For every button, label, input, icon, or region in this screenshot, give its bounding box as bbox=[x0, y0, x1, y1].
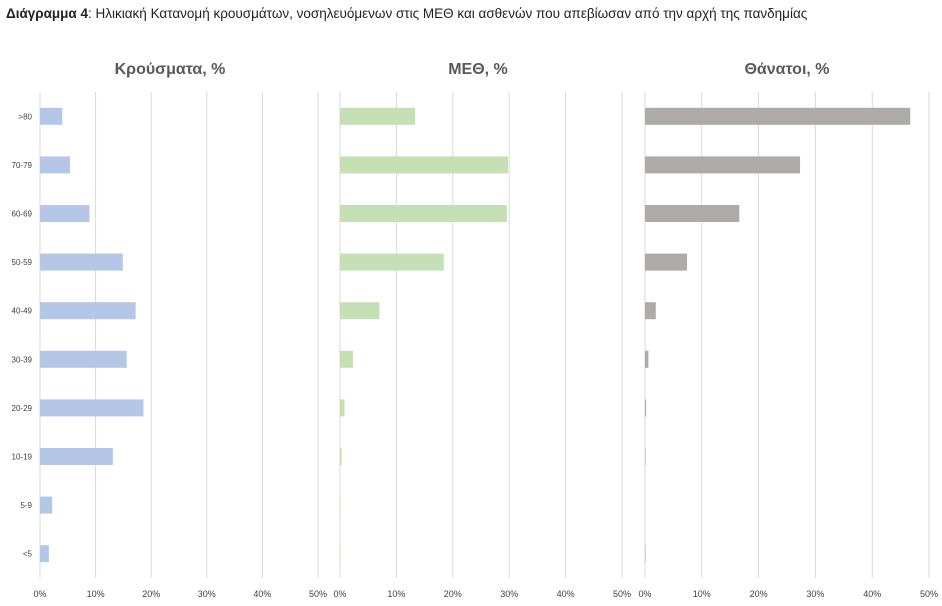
bar-p2-2 bbox=[340, 205, 507, 222]
x-tick-p1-0: 0% bbox=[33, 589, 46, 599]
bar-p1-3 bbox=[40, 253, 123, 271]
bar-p2-4 bbox=[340, 302, 380, 320]
bar-p2-9 bbox=[340, 545, 341, 563]
chart-caption: Διάγραμμα 4: Ηλικιακή Κατανομή κρουσμάτω… bbox=[6, 6, 807, 21]
panel-title-3: Θάνατοι, % bbox=[744, 61, 829, 78]
bar-p1-2 bbox=[40, 205, 90, 222]
category-label-3: 50-59 bbox=[12, 258, 33, 267]
x-tick-p2-1: 10% bbox=[387, 589, 405, 599]
category-label-6: 20-29 bbox=[12, 404, 33, 413]
bar-p3-7 bbox=[645, 448, 646, 465]
x-tick-p2-3: 30% bbox=[500, 589, 518, 599]
category-label-1: 70-79 bbox=[12, 161, 33, 170]
x-tick-p1-3: 30% bbox=[198, 589, 216, 599]
category-label-9: <5 bbox=[23, 550, 33, 559]
panel-title-2: ΜΕΘ, % bbox=[448, 61, 508, 78]
x-tick-p2-5: 50% bbox=[613, 589, 631, 599]
category-label-2: 60-69 bbox=[12, 210, 33, 219]
bar-p2-7 bbox=[340, 448, 342, 465]
x-tick-p1-4: 40% bbox=[253, 589, 271, 599]
bar-p1-9 bbox=[40, 545, 49, 563]
x-tick-p3-0: 0% bbox=[638, 589, 651, 599]
bar-p1-8 bbox=[40, 496, 53, 514]
category-label-0: >80 bbox=[18, 112, 32, 121]
x-tick-p3-1: 10% bbox=[693, 589, 711, 599]
bar-p1-5 bbox=[40, 350, 127, 368]
bar-p2-5 bbox=[340, 350, 353, 368]
bar-p2-1 bbox=[340, 156, 509, 174]
bar-p3-4 bbox=[645, 302, 656, 320]
x-tick-p3-2: 20% bbox=[750, 589, 768, 599]
x-tick-p3-3: 30% bbox=[806, 589, 824, 599]
x-tick-p3-4: 40% bbox=[863, 589, 881, 599]
caption-text: : Ηλικιακή Κατανομή κρουσμάτων, νοσηλευό… bbox=[88, 6, 808, 21]
bar-p1-0 bbox=[40, 107, 63, 125]
category-label-5: 30-39 bbox=[12, 355, 33, 364]
bar-p3-1 bbox=[645, 156, 801, 174]
bar-p3-6 bbox=[645, 399, 647, 417]
bar-p3-0 bbox=[645, 107, 911, 125]
bar-p2-3 bbox=[340, 253, 444, 271]
caption-label: Διάγραμμα 4 bbox=[6, 6, 88, 21]
category-label-8: 5-9 bbox=[20, 501, 32, 510]
bar-p1-7 bbox=[40, 448, 113, 465]
category-label-4: 40-49 bbox=[12, 307, 33, 316]
category-label-7: 10-19 bbox=[12, 453, 33, 462]
bar-p3-2 bbox=[645, 205, 740, 222]
bar-p2-0 bbox=[340, 107, 416, 125]
x-tick-p1-2: 20% bbox=[142, 589, 160, 599]
bar-p3-3 bbox=[645, 253, 688, 271]
bar-p2-6 bbox=[340, 399, 345, 417]
panel-title-1: Κρούσματα, % bbox=[115, 61, 226, 78]
bar-p2-8 bbox=[340, 496, 341, 514]
x-tick-p2-2: 20% bbox=[444, 589, 462, 599]
x-tick-p2-0: 0% bbox=[333, 589, 346, 599]
bar-p3-5 bbox=[645, 350, 649, 368]
bar-p1-1 bbox=[40, 156, 71, 174]
x-tick-p1-1: 10% bbox=[87, 589, 105, 599]
x-tick-p3-5: 50% bbox=[920, 589, 938, 599]
bar-p1-4 bbox=[40, 302, 136, 320]
bar-p3-9 bbox=[645, 545, 646, 563]
bar-p1-6 bbox=[40, 399, 144, 417]
x-tick-p2-4: 40% bbox=[557, 589, 575, 599]
x-tick-p1-5: 50% bbox=[309, 589, 327, 599]
